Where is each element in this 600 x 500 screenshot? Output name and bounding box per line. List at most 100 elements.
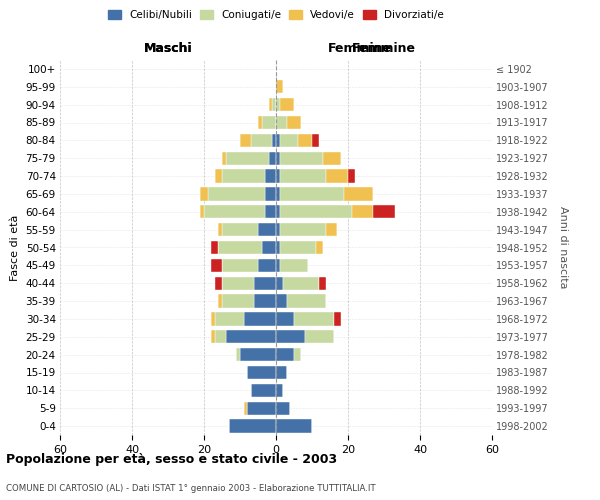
Bar [276, 258, 280, 272]
Bar [276, 223, 280, 236]
Bar [222, 223, 258, 236]
Bar [211, 258, 222, 272]
Bar [280, 258, 308, 272]
Bar [276, 187, 280, 200]
Bar [280, 241, 316, 254]
Bar [316, 241, 323, 254]
Text: Maschi: Maschi [143, 42, 193, 56]
Bar [276, 80, 283, 94]
Bar [204, 205, 265, 218]
Bar [326, 223, 337, 236]
Bar [283, 276, 319, 290]
Bar [280, 223, 326, 236]
Legend: Celibi/Nubili, Coniugati/e, Vedovi/e, Divorziati/e: Celibi/Nubili, Coniugati/e, Vedovi/e, Di… [106, 8, 446, 22]
Bar [326, 170, 348, 183]
Bar [294, 312, 334, 326]
Bar [323, 152, 341, 165]
Bar [272, 134, 276, 147]
Bar [280, 187, 344, 200]
Bar [334, 312, 341, 326]
Bar [215, 312, 244, 326]
Bar [276, 402, 290, 415]
Bar [262, 241, 276, 254]
Bar [373, 205, 395, 218]
Bar [319, 276, 326, 290]
Bar [211, 241, 218, 254]
Text: Femmine: Femmine [352, 42, 416, 54]
Bar [276, 312, 294, 326]
Y-axis label: Fasce di età: Fasce di età [10, 214, 20, 280]
Text: Femmine: Femmine [328, 42, 392, 56]
Bar [200, 205, 204, 218]
Bar [254, 276, 276, 290]
Bar [276, 98, 280, 112]
Bar [208, 187, 265, 200]
Bar [312, 134, 319, 147]
Bar [240, 348, 276, 362]
Text: Maschi: Maschi [143, 42, 193, 54]
Bar [269, 152, 276, 165]
Bar [218, 294, 222, 308]
Bar [236, 348, 240, 362]
Bar [218, 223, 222, 236]
Bar [222, 170, 265, 183]
Text: Popolazione per età, sesso e stato civile - 2003: Popolazione per età, sesso e stato civil… [6, 452, 337, 466]
Y-axis label: Anni di nascita: Anni di nascita [559, 206, 568, 289]
Bar [294, 348, 301, 362]
Bar [258, 223, 276, 236]
Bar [211, 312, 215, 326]
Bar [240, 134, 251, 147]
Bar [229, 420, 276, 433]
Bar [348, 170, 355, 183]
Bar [280, 205, 352, 218]
Bar [276, 116, 287, 129]
Bar [276, 241, 280, 254]
Bar [276, 384, 283, 397]
Bar [276, 205, 280, 218]
Bar [254, 294, 276, 308]
Bar [276, 330, 305, 344]
Bar [262, 116, 276, 129]
Bar [222, 258, 258, 272]
Bar [269, 98, 272, 112]
Bar [276, 134, 280, 147]
Bar [265, 187, 276, 200]
Bar [276, 366, 287, 379]
Bar [352, 205, 373, 218]
Bar [276, 170, 280, 183]
Bar [276, 294, 287, 308]
Bar [276, 348, 294, 362]
Bar [344, 187, 373, 200]
Bar [251, 384, 276, 397]
Bar [280, 98, 294, 112]
Bar [222, 152, 226, 165]
Bar [258, 258, 276, 272]
Bar [276, 276, 283, 290]
Bar [215, 330, 226, 344]
Bar [215, 170, 222, 183]
Bar [215, 276, 222, 290]
Bar [276, 420, 312, 433]
Bar [211, 330, 215, 344]
Bar [251, 134, 272, 147]
Bar [280, 152, 323, 165]
Bar [244, 312, 276, 326]
Bar [272, 98, 276, 112]
Bar [247, 402, 276, 415]
Bar [222, 276, 254, 290]
Bar [276, 152, 280, 165]
Bar [287, 294, 326, 308]
Bar [247, 366, 276, 379]
Bar [258, 116, 262, 129]
Bar [218, 241, 262, 254]
Bar [287, 116, 301, 129]
Bar [280, 134, 298, 147]
Bar [305, 330, 334, 344]
Bar [265, 205, 276, 218]
Bar [226, 152, 269, 165]
Bar [298, 134, 312, 147]
Bar [200, 187, 208, 200]
Bar [222, 294, 254, 308]
Text: COMUNE DI CARTOSIO (AL) - Dati ISTAT 1° gennaio 2003 - Elaborazione TUTTITALIA.I: COMUNE DI CARTOSIO (AL) - Dati ISTAT 1° … [6, 484, 376, 493]
Bar [265, 170, 276, 183]
